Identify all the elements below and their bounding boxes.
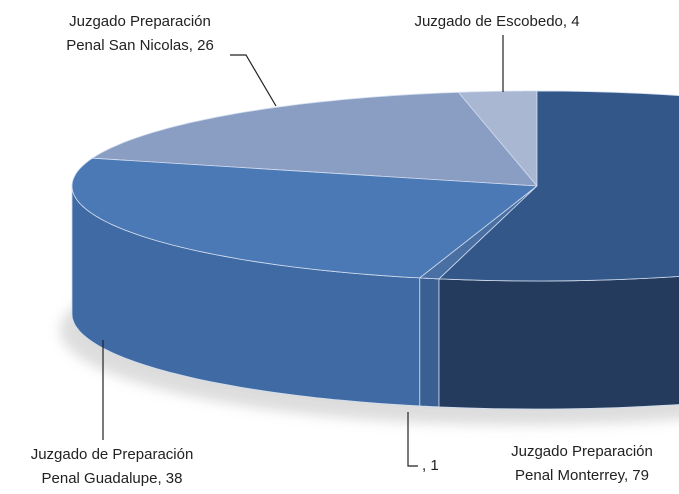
data-label: Juzgado Preparación [511, 443, 653, 460]
data-label: Penal Monterrey, 79 [515, 467, 649, 484]
data-label: Juzgado de Escobedo, 4 [414, 13, 579, 30]
data-label: Juzgado Preparación [69, 13, 211, 30]
pie-slice [418, 185, 538, 280]
leader-line [230, 54, 277, 107]
data-label: Juzgado de Preparación [31, 446, 194, 463]
leader-line [407, 412, 418, 467]
pie-side [419, 277, 440, 408]
pie-slice [71, 157, 539, 279]
pie-slice [91, 91, 538, 187]
pie-sides [71, 185, 679, 410]
data-label: Penal Guadalupe, 38 [42, 470, 183, 487]
data-label: Penal San Nicolas, 26 [66, 37, 214, 54]
data-label: , 1 [422, 457, 439, 474]
labels: Juzgado de Escobedo, 4 Juzgado Preparació… [31, 13, 653, 487]
pie-side [438, 276, 679, 410]
pie-tops [71, 90, 679, 282]
